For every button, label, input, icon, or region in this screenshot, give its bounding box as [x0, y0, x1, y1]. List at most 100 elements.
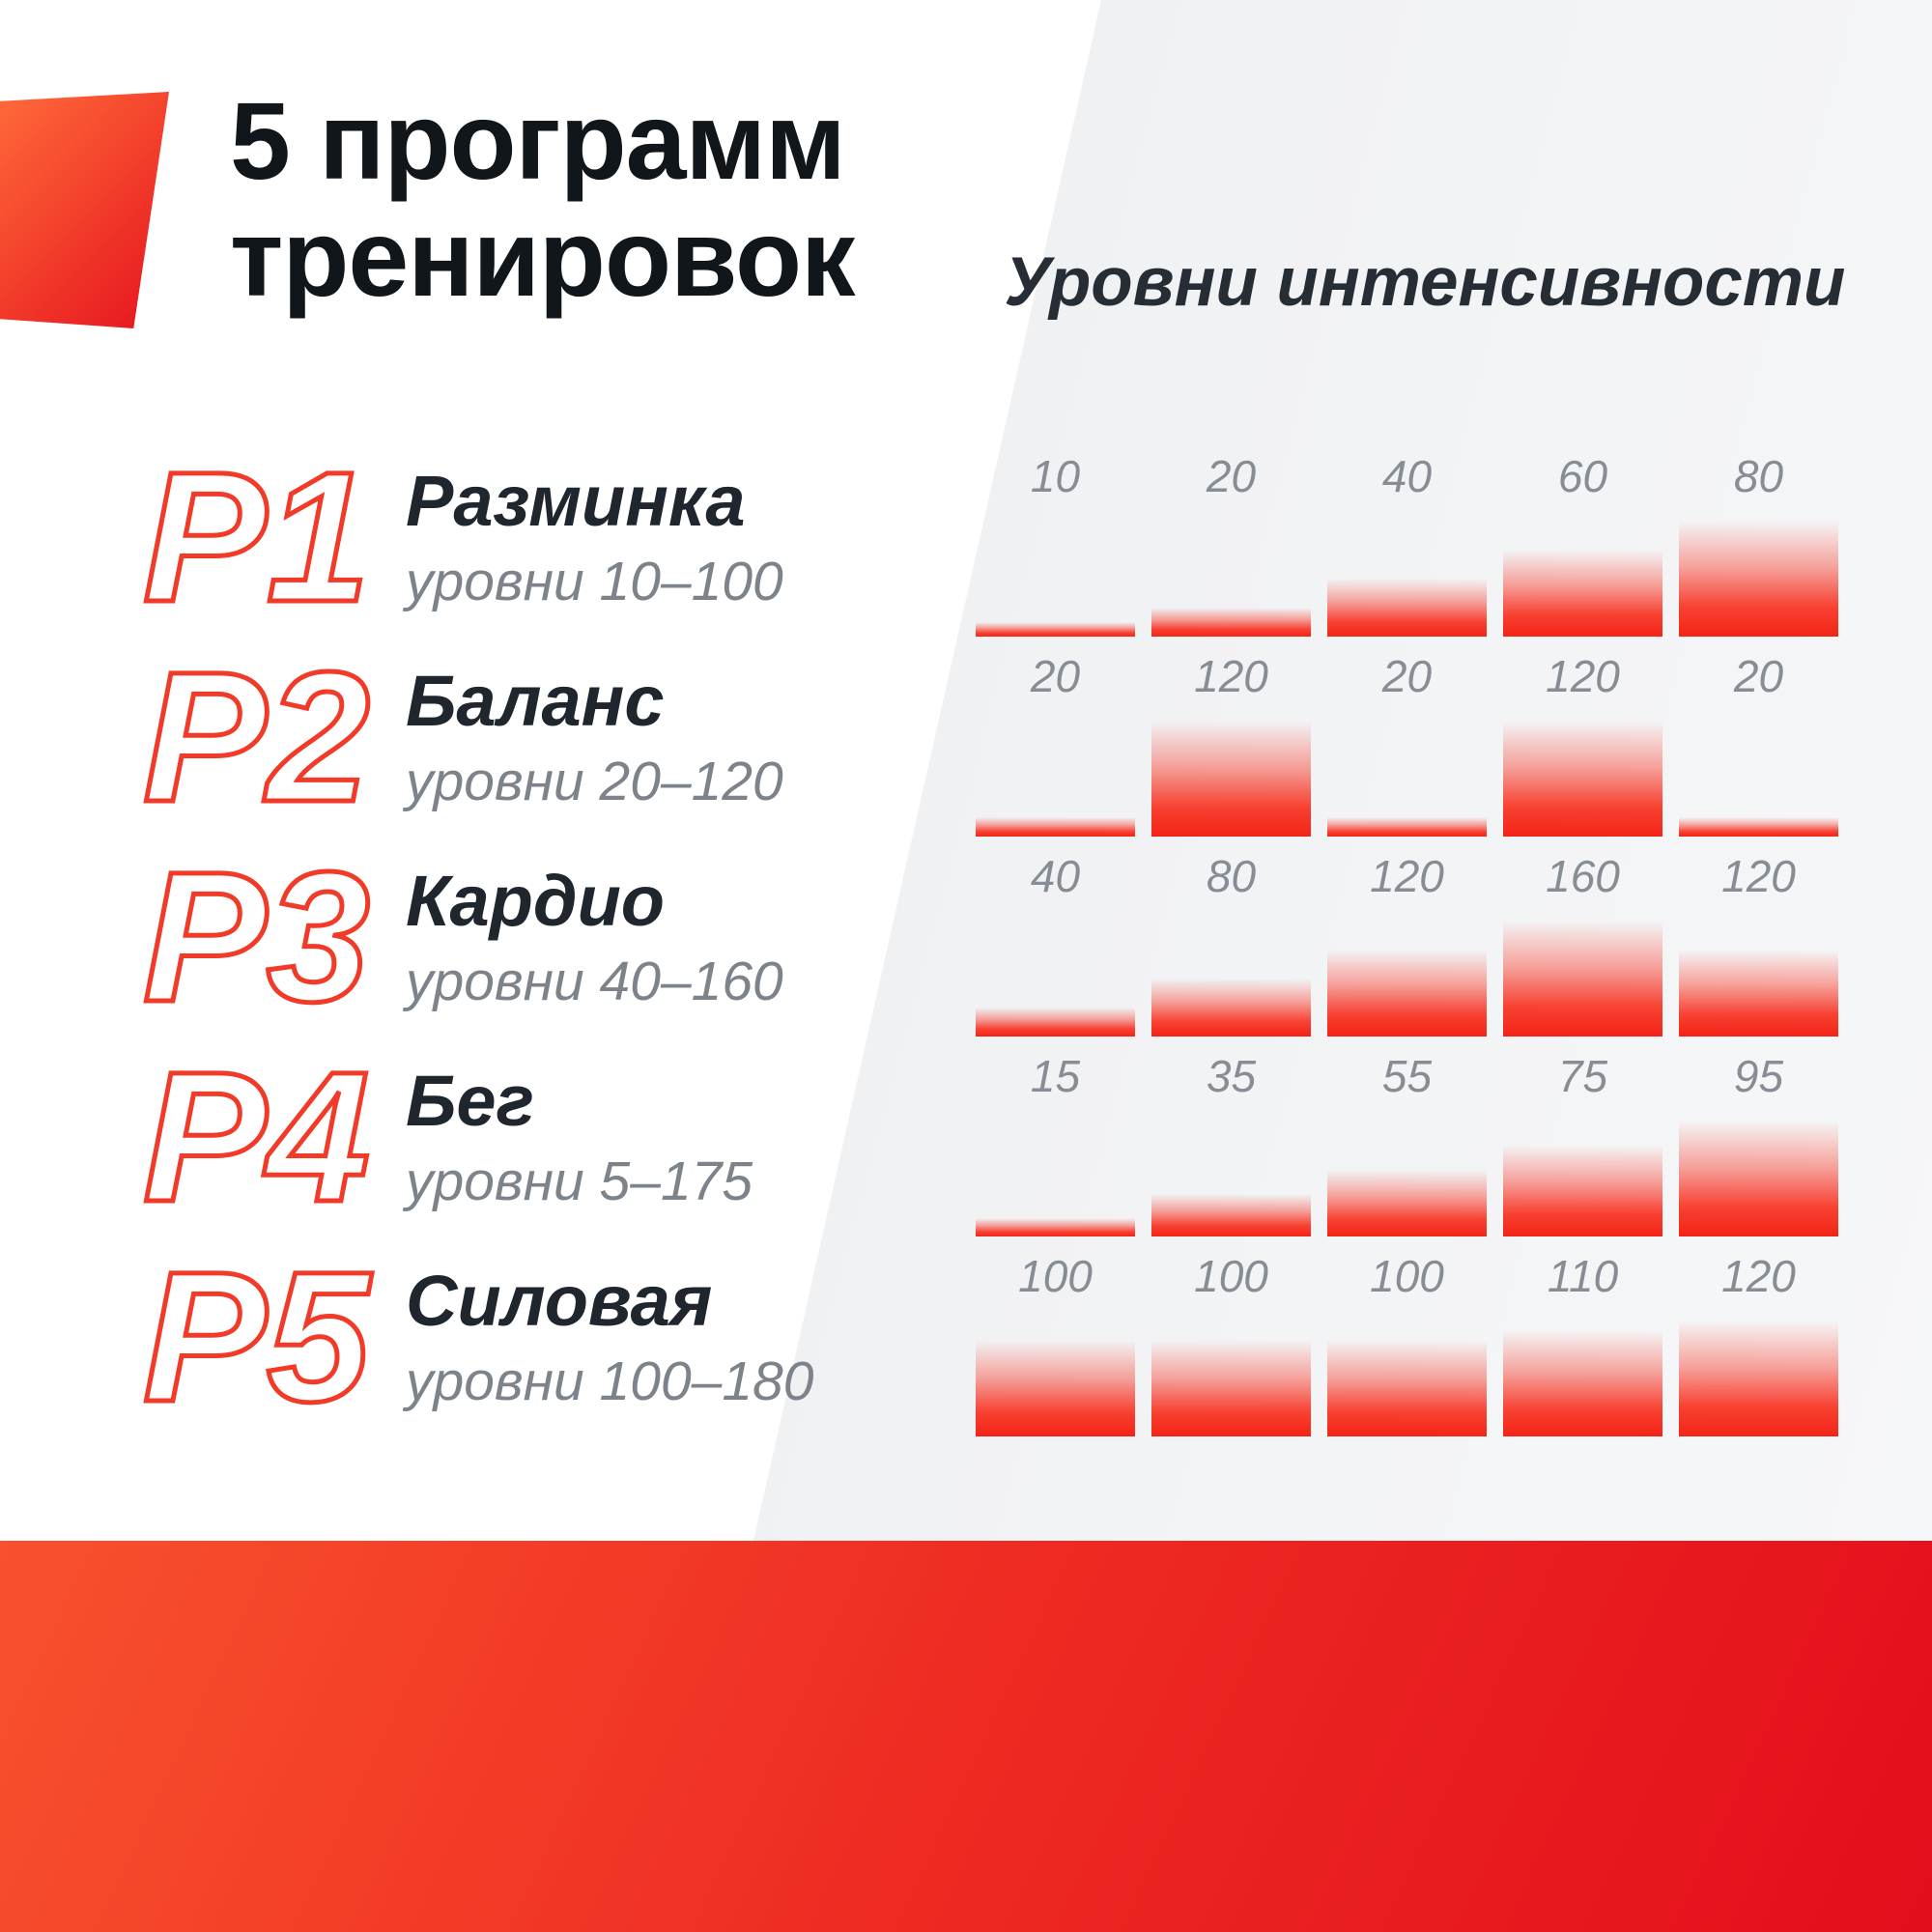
program-row-p1: P1 Разминка уровни 10–100 — [141, 432, 974, 640]
program-list: P1 Разминка уровни 10–100 P2 Баланс уровни 20… — [141, 432, 974, 1440]
intensity-bar — [1679, 817, 1838, 837]
intensity-bar — [1327, 817, 1487, 837]
intensity-bar — [1679, 521, 1838, 637]
intensity-bar — [1327, 1340, 1487, 1436]
bar-value-label: 20 — [1030, 651, 1081, 701]
intensity-bar — [976, 622, 1135, 637]
bar-value-label: 75 — [1557, 1051, 1608, 1101]
intensity-bar — [1679, 1121, 1838, 1236]
chart-column: 80 — [1151, 837, 1311, 1037]
intensity-bar — [1327, 950, 1487, 1037]
intensity-bar — [1679, 950, 1838, 1037]
intensity-bar — [1503, 921, 1662, 1037]
bottom-feature-band: Ручной режим с выбором скорости и времен… — [0, 1541, 1932, 1932]
chart-row-p3: 40 80 120 160 120 — [976, 837, 1838, 1037]
bar-value-label: 80 — [1733, 451, 1784, 501]
bar-value-label: 120 — [1546, 651, 1620, 701]
program-levels: уровни 40–160 — [406, 951, 783, 1012]
chart-column: 120 — [1679, 1236, 1838, 1436]
chart-column: 120 — [1151, 637, 1311, 837]
chart-column: 80 — [1679, 437, 1838, 637]
program-code: P5 — [141, 1232, 373, 1440]
program-levels: уровни 5–175 — [406, 1151, 753, 1212]
intensity-chart-title: Уровни интенсивности — [1004, 244, 1846, 321]
intensity-bar — [1679, 1321, 1838, 1436]
chart-column: 95 — [1679, 1037, 1838, 1236]
program-row-p2: P2 Баланс уровни 20–120 — [141, 632, 974, 840]
intensity-chart: 10 20 40 60 80 20 120 20 120 20 40 80 120 160 120 15 35 5… — [976, 437, 1838, 1436]
chart-column: 100 — [976, 1236, 1135, 1436]
program-text: Баланс уровни 20–120 — [406, 660, 783, 813]
intensity-bar — [1503, 1145, 1662, 1236]
chart-row-p2: 20 120 20 120 20 — [976, 637, 1838, 837]
program-text: Силовая уровни 100–180 — [406, 1260, 813, 1413]
bar-value-label: 120 — [1370, 851, 1444, 901]
program-levels: уровни 20–120 — [406, 751, 783, 812]
program-levels: уровни 10–100 — [406, 551, 783, 612]
program-name: Кардио — [406, 861, 665, 941]
bar-value-label: 120 — [1721, 851, 1796, 901]
bar-value-label: 100 — [1018, 1251, 1093, 1301]
bar-value-label: 20 — [1381, 651, 1433, 701]
program-row-p4: P4 Бег уровни 5–175 — [141, 1032, 974, 1240]
bar-value-label: 55 — [1381, 1051, 1433, 1101]
bar-value-label: 40 — [1030, 851, 1081, 901]
bar-value-label: 100 — [1370, 1251, 1444, 1301]
bar-value-label: 120 — [1194, 651, 1268, 701]
bar-value-label: 100 — [1194, 1251, 1268, 1301]
program-name: Баланс — [406, 661, 665, 741]
program-name: Бег — [406, 1061, 535, 1141]
chart-column: 60 — [1503, 437, 1662, 637]
bar-value-label: 35 — [1206, 1051, 1257, 1101]
program-text: Бег уровни 5–175 — [406, 1060, 753, 1213]
intensity-bar — [976, 1340, 1135, 1436]
bar-value-label: 110 — [1547, 1251, 1619, 1301]
chart-column: 120 — [1503, 637, 1662, 837]
bar-value-label: 120 — [1721, 1251, 1796, 1301]
chart-column: 160 — [1503, 837, 1662, 1037]
chart-column: 120 — [1679, 837, 1838, 1037]
intensity-bar — [1503, 550, 1662, 637]
bar-value-label: 160 — [1546, 851, 1620, 901]
chart-column: 75 — [1503, 1037, 1662, 1236]
chart-column: 110 — [1503, 1236, 1662, 1436]
intensity-bar — [1327, 579, 1487, 637]
chart-row-p4: 15 35 55 75 95 — [976, 1037, 1838, 1236]
intensity-bar — [1151, 979, 1311, 1037]
intensity-bar — [1151, 721, 1311, 837]
chart-column: 20 — [1679, 637, 1838, 837]
chart-column: 35 — [1151, 1037, 1311, 1236]
program-name: Силовая — [406, 1261, 713, 1341]
intensity-bar — [1503, 721, 1662, 837]
chart-row-p5: 100 100 100 110 120 — [976, 1236, 1838, 1436]
chart-column: 120 — [1327, 837, 1487, 1037]
chart-column: 55 — [1327, 1037, 1487, 1236]
bar-value-label: 80 — [1206, 851, 1257, 901]
bar-value-label: 60 — [1557, 451, 1608, 501]
intensity-bar — [976, 1218, 1135, 1236]
program-code: P4 — [141, 1032, 373, 1240]
chart-column: 20 — [976, 637, 1135, 837]
bar-value-label: 20 — [1733, 651, 1784, 701]
program-code: P1 — [141, 432, 373, 640]
program-text: Кардио уровни 40–160 — [406, 860, 783, 1013]
chart-column: 20 — [1151, 437, 1311, 637]
bar-value-label: 20 — [1206, 451, 1257, 501]
red-accent-shape — [0, 92, 169, 328]
intensity-bar — [976, 1008, 1135, 1037]
intensity-bar — [1327, 1170, 1487, 1236]
bar-value-label: 15 — [1030, 1051, 1081, 1101]
program-name: Разминка — [406, 461, 746, 541]
page-title-line2: тренировок — [230, 196, 856, 319]
program-code: P2 — [141, 632, 373, 840]
chart-row-p1: 10 20 40 60 80 — [976, 437, 1838, 637]
chart-column: 15 — [976, 1037, 1135, 1236]
intensity-bar — [1151, 1340, 1311, 1436]
intensity-bar — [1503, 1330, 1662, 1436]
bar-value-label: 40 — [1381, 451, 1433, 501]
chart-column: 10 — [976, 437, 1135, 637]
program-text: Разминка уровни 10–100 — [406, 460, 783, 613]
program-levels: уровни 100–180 — [406, 1350, 814, 1412]
chart-column: 20 — [1327, 637, 1487, 837]
